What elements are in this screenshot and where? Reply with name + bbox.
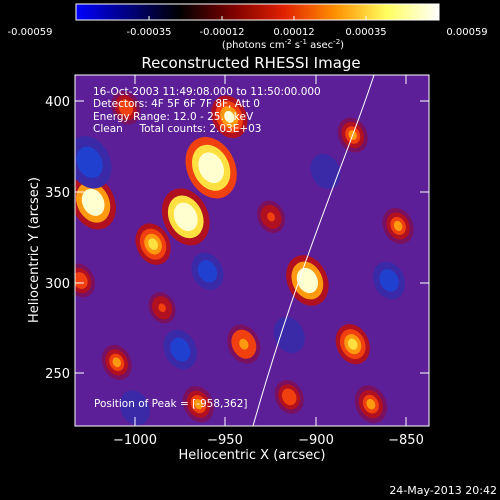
heatmap-source <box>285 392 294 402</box>
info-clean: Clean Total counts: 2.03E+03 <box>93 123 262 135</box>
x-tick-label: −1000 <box>113 433 157 448</box>
colorbar <box>75 3 440 21</box>
x-axis-label: Heliocentric X (arcsec) <box>179 448 326 463</box>
heatmap-source <box>279 324 299 346</box>
footer-date: 24-May-2013 20:42 <box>389 484 497 497</box>
info-time-range: 16-Oct-2003 11:49:08.000 to 11:50:00.000 <box>93 86 321 98</box>
x-tick-label: −850 <box>388 433 424 448</box>
colorbar-tick-label: 0.00035 <box>345 27 386 38</box>
y-tick-label: 400 <box>45 95 70 110</box>
heatmap-source <box>347 338 358 350</box>
heatmap-source <box>112 357 121 368</box>
heatmap-source <box>179 208 193 225</box>
heatmap-source <box>86 194 100 210</box>
heatmap-source <box>170 337 191 362</box>
heatmap-source <box>158 303 166 313</box>
y-axis-ticks <box>75 100 429 374</box>
plot-frame <box>74 74 430 427</box>
plot-title: Reconstructed RHESSI Image <box>141 54 360 72</box>
y-tick-label: 350 <box>45 186 70 201</box>
colorbar-tick-label: -0.00059 <box>8 27 53 38</box>
colorbar-tick-label: -0.00012 <box>200 27 245 38</box>
heatmap-source <box>76 146 103 179</box>
y-tick-label: 250 <box>45 367 70 382</box>
peak-position-label: Position of Peak = [-958,362] <box>94 398 248 410</box>
heatmap-source <box>125 397 144 419</box>
x-axis-ticks <box>134 75 407 426</box>
info-energy: Energy Range: 12.0 - 25.0 keV <box>93 111 254 123</box>
heatmap-source <box>239 338 249 350</box>
info-detectors: Detectors: 4F 5F 6F 7F 8F, Att 0 <box>93 98 260 110</box>
heatmap-source <box>148 238 158 250</box>
colorbar-tick-label: 0.00012 <box>273 27 314 38</box>
colorbar-tick-label: -0.00035 <box>127 27 172 38</box>
colorbar-ticks <box>75 16 440 20</box>
heatmap-source <box>366 398 376 410</box>
heatmap-source <box>379 269 399 292</box>
x-tick-label: −950 <box>207 433 243 448</box>
heatmap-source <box>267 212 275 222</box>
heatmap-source <box>197 260 218 283</box>
heatmap-source <box>203 159 219 177</box>
heatmap-source <box>393 220 403 232</box>
colorbar-tick-label: 0.00059 <box>446 27 487 38</box>
solar-limb-curve <box>252 75 375 426</box>
heatmap-source <box>121 103 130 113</box>
heatmap-source <box>224 110 235 123</box>
heatmap-source <box>194 399 203 410</box>
y-axis-label: Heliocentric Y (arcsec) <box>27 177 42 323</box>
y-tick-label: 300 <box>45 277 70 292</box>
heatmap-source <box>316 160 335 182</box>
heatmap-image <box>75 75 429 426</box>
x-tick-label: −900 <box>298 433 334 448</box>
heatmap-source <box>301 273 314 288</box>
colorbar-units: (photons cm-2 s-1 asec-2) <box>222 38 344 51</box>
